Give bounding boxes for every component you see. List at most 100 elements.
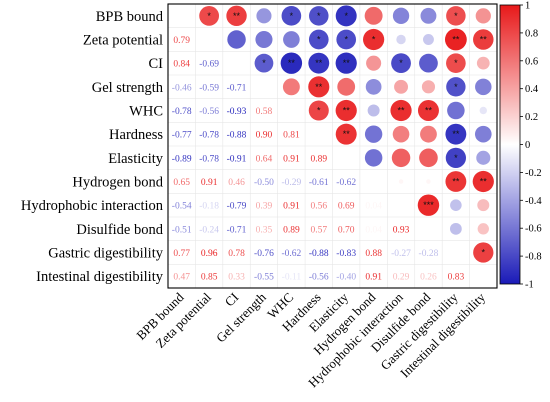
correlation-circle [309, 6, 329, 26]
correlation-value: -0.50 [254, 178, 274, 188]
colorbar-tick-label: 0 [525, 140, 530, 151]
row-label: Hydrophobic interaction [21, 198, 164, 214]
correlation-value: -0.91 [227, 154, 247, 164]
correlation-circle [255, 30, 273, 49]
colorbar [499, 4, 521, 285]
correlation-value: -0.71 [227, 83, 247, 93]
correlation-value: 0.96 [201, 249, 218, 259]
correlation-value: -0.27 [391, 249, 411, 259]
colorbar-tick-label: -1 [525, 280, 534, 291]
correlation-value: 0.26 [420, 273, 437, 283]
correlation-value: 0.47 [173, 273, 190, 283]
correlation-circle [336, 29, 357, 50]
correlation-circle [417, 100, 439, 121]
correlation-value: -0.56 [199, 107, 219, 117]
correlation-circle [475, 78, 492, 96]
correlation-circle [421, 80, 436, 94]
correlation-circle [364, 6, 383, 25]
correlation-circle [364, 149, 383, 167]
correlation-value: 0.46 [228, 178, 245, 188]
correlation-value: -0.83 [336, 249, 356, 259]
correlation-circle [476, 150, 491, 165]
colorbar-tick-label: 1 [525, 1, 530, 12]
correlation-value: -0.61 [309, 178, 329, 188]
significance-marker: ** [425, 106, 433, 116]
correlation-circle [473, 29, 494, 50]
correlation-circle [308, 52, 330, 74]
significance-marker: ** [343, 58, 351, 68]
correlation-value: -0.71 [227, 225, 247, 235]
correlation-value: -0.78 [172, 107, 192, 117]
correlation-value: -0.59 [199, 83, 219, 93]
correlation-value: 0.04 [365, 225, 382, 235]
correlation-circle [367, 104, 380, 117]
correlation-circle [446, 77, 466, 97]
significance-marker: * [454, 82, 458, 92]
significance-marker: ** [343, 129, 351, 139]
correlation-value: -0.89 [172, 154, 192, 164]
correlation-value: 0.88 [365, 249, 382, 259]
correlation-circle [363, 28, 385, 51]
correlation-circle [226, 5, 247, 27]
correlation-circle [417, 194, 440, 216]
colorbar-tick-label: -0.2 [525, 168, 542, 179]
correlation-value: 0.93 [393, 225, 410, 235]
correlation-value: -0.51 [172, 225, 192, 235]
correlation-circle [398, 179, 404, 184]
significance-marker: * [317, 11, 321, 21]
correlation-value: 0.29 [393, 273, 410, 283]
row-label: Hydrogen bond [72, 175, 163, 191]
correlation-circle [447, 101, 465, 120]
correlation-value: -0.55 [254, 273, 274, 283]
row-label: Gastric digestibility [48, 246, 164, 262]
correlation-circle [283, 31, 300, 48]
correlation-value: 0.56 [310, 202, 327, 212]
colorbar-tick-label: 0.8 [525, 28, 538, 39]
correlation-circle [474, 125, 492, 143]
significance-marker: ** [452, 35, 460, 45]
significance-marker: * [399, 58, 403, 68]
correlation-circle [337, 77, 356, 96]
row-label: WHC [129, 104, 163, 120]
correlation-value: 0.33 [228, 273, 245, 283]
correlation-circle [446, 6, 466, 26]
significance-marker: ** [233, 11, 241, 21]
significance-marker: ** [452, 177, 460, 187]
significance-marker: * [344, 35, 348, 45]
significance-marker: ** [315, 58, 323, 68]
correlation-value: -0.24 [199, 225, 219, 235]
significance-marker: * [454, 58, 458, 68]
correlation-value: 0.78 [228, 249, 245, 259]
column-label: CI [222, 290, 242, 310]
correlation-value: 0.77 [173, 249, 190, 259]
correlation-circle [445, 147, 467, 168]
significance-marker: * [482, 248, 486, 258]
significance-marker: * [454, 153, 458, 163]
correlation-value: -0.18 [199, 202, 219, 212]
correlation-value: 0.89 [310, 154, 327, 164]
colorbar-tick-label: 0.6 [525, 56, 538, 67]
significance-marker: *** [423, 200, 434, 210]
correlation-circle [394, 79, 408, 94]
correlation-value: -0.88 [227, 131, 247, 141]
significance-marker: * [207, 11, 211, 21]
row-label: Intestinal digestibility [36, 269, 164, 285]
row-label: BPB bound [96, 9, 164, 25]
correlation-circle [281, 6, 302, 26]
grid-lines [168, 4, 497, 288]
correlation-circle [473, 242, 494, 263]
correlation-value: -0.79 [227, 202, 247, 212]
significance-marker: * [317, 35, 321, 45]
correlation-circle [308, 100, 329, 121]
correlation-value: -0.40 [336, 273, 356, 283]
correlation-circle [365, 78, 382, 95]
correlation-circle [256, 8, 272, 24]
correlation-circle [477, 199, 490, 212]
correlation-value: 0.91 [283, 154, 300, 164]
correlation-value: -0.62 [336, 178, 356, 188]
correlation-value: 0.85 [201, 273, 218, 283]
significance-marker: * [290, 11, 294, 21]
correlation-value: 0.57 [310, 225, 327, 235]
correlation-value: -0.28 [419, 249, 439, 259]
correlation-circle [366, 55, 382, 71]
